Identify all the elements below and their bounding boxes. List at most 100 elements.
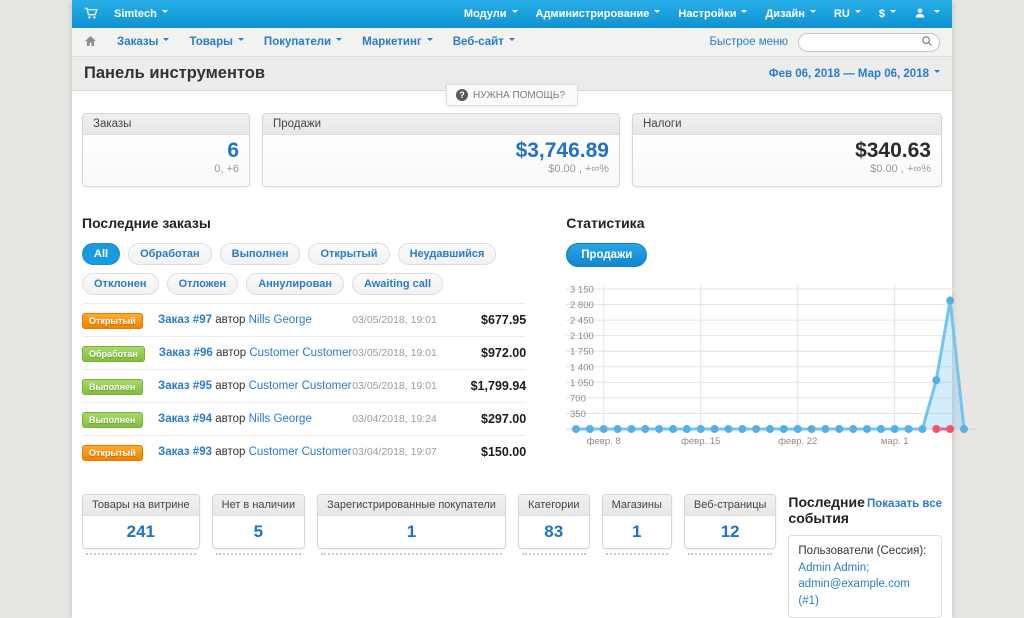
chevron-down-icon [161,10,168,16]
order-row: Выполнен Заказ #94 автор Nills George 03/0… [82,402,527,435]
home-icon[interactable] [84,35,97,50]
topbar-menu-language[interactable]: RU [834,8,861,20]
order-status-cell: Выполнен [82,377,144,395]
topbar-menu-label: Настройки [678,8,737,20]
summary-card-label: Налоги [633,114,941,135]
order-total: $150.00 [481,445,527,459]
mini-card-value: 5 [253,522,264,541]
date-range-picker[interactable]: Фев 06, 2018 — Мар 06, 2018 [769,68,940,80]
topbar-menu-settings[interactable]: Настройки [678,8,748,20]
cart-icon[interactable] [84,6,98,23]
order-description: Заказ #96 автор Customer Customer [158,347,353,359]
filter-failed[interactable]: Неудавшийся [397,243,497,265]
statistics-title: Статистика [566,215,645,231]
event-card: Пользователи (Сессия): Admin Admin; admi… [788,535,942,618]
customer-link[interactable]: Customer Customer [248,380,352,392]
nav-item-label: Товары [189,36,233,48]
customer-link[interactable]: Nills George [248,413,312,425]
nav-item-customers[interactable]: Покупатели [263,36,343,48]
svg-text:2 450: 2 450 [570,316,594,327]
topbar-menu-currency[interactable]: $ [879,8,896,20]
nav-bar: Заказы Товары Покупатели Маркетинг Веб-сайт … [72,28,952,57]
topbar-menu-administration[interactable]: Администрирование [536,8,661,20]
nav-item-label: Покупатели [263,36,332,48]
nav-item-website[interactable]: Веб-сайт [453,36,515,48]
order-link[interactable]: Заказ #97 [158,314,212,326]
order-link[interactable]: Заказ #95 [158,380,212,392]
filter-all[interactable]: All [82,243,121,265]
admin-app: Simtech Модули Администрирование Настройки… [72,0,977,618]
nav-item-label: Заказы [117,36,159,48]
status-badge: Обработан [82,346,145,362]
recent-events-section: Последние события Показать все Пользоват… [788,494,942,618]
svg-text:1 750: 1 750 [570,347,594,358]
brand-menu[interactable]: Simtech [114,8,168,20]
mini-card-value: 1 [632,522,642,541]
nav-right: Быстрое меню [709,32,940,52]
order-link[interactable]: Заказ #94 [158,413,212,425]
mini-card-label: Магазины [602,495,671,516]
order-link[interactable]: Заказ #93 [158,446,212,458]
nav-item-label: Веб-сайт [452,36,504,48]
topbar-menu-modules[interactable]: Модули [464,8,518,20]
recent-events-title: Последние события [788,494,865,526]
customer-link[interactable]: Customer Customer [249,347,353,359]
mini-card-label: Нет в наличии [212,495,305,516]
event-prefix: Пользователи (Сессия): [798,545,927,557]
top-bar-left: Simtech [84,6,168,23]
show-all-link[interactable]: Показать все [866,498,942,510]
summary-card-sales: Продажи $3,746.89 $0.00 , +∞% [262,113,620,187]
svg-text:1 400: 1 400 [570,362,594,373]
mini-card-value: 12 [720,522,740,541]
svg-text:350: 350 [570,409,586,420]
recent-orders-title: Последние заказы [82,215,211,231]
order-status-cell: Открытый [82,443,144,461]
order-link[interactable]: Заказ #96 [158,347,213,359]
nav-item-marketing[interactable]: Маркетинг [362,36,433,48]
need-help-tab[interactable]: ? НУЖНА ПОМОЩЬ? [445,84,579,106]
svg-text:2 100: 2 100 [570,331,594,342]
filter-complete[interactable]: Выполнен [219,243,301,265]
search-box [798,32,940,52]
order-row: Выполнен Заказ #95 автор Customer Custome… [82,369,527,402]
order-total: $972.00 [481,346,527,360]
quick-menu-link[interactable]: Быстрое меню [709,36,789,48]
order-row: Обработан Заказ #96 автор Customer Custom… [82,336,527,369]
user-menu[interactable] [914,7,940,22]
sales-tab-button[interactable]: Продажи [566,243,648,267]
summary-card-value: $3,746.89 [515,139,609,162]
filter-processed[interactable]: Обработан [128,243,212,265]
order-date: 03/04/2018, 19:24 [352,413,437,425]
order-row: Открытый Заказ #93 автор Customer Custome… [82,435,527,468]
topbar-menu-design[interactable]: Дизайн [765,8,816,20]
chevron-down-icon [508,38,515,44]
filter-awaiting-call[interactable]: Awaiting call [351,273,444,295]
search-icon[interactable] [921,35,933,50]
question-icon: ? [455,89,468,101]
order-total: $297.00 [481,412,527,426]
search-input[interactable] [805,35,921,49]
filter-backordered[interactable]: Отложен [166,273,239,295]
summary-card-orders: Заказы 6 0, +6 [82,113,250,187]
customer-link[interactable]: Customer Customer [248,446,352,458]
filter-cancelled[interactable]: Аннулирован [246,273,344,295]
date-range-label: Фев 06, 2018 — Мар 06, 2018 [768,67,929,80]
order-date: 03/05/2018, 19:01 [352,380,437,392]
order-description: Заказ #97 автор Nills George [158,314,312,326]
mini-card-label: Категории [518,495,589,516]
order-status-cell: Открытый [82,311,144,329]
customer-link[interactable]: Nills George [248,314,312,326]
nav-item-orders[interactable]: Заказы [117,36,170,48]
chevron-down-icon [654,10,661,16]
summary-card-taxes: Налоги $340.63 $0.00 , +∞% [632,113,942,187]
nav-item-products[interactable]: Товары [189,36,244,48]
topbar-menu-label: RU [833,8,850,20]
topbar-menu-label: Дизайн [765,8,805,20]
orders-list: Открытый Заказ #97 автор Nills George 03/0… [82,303,527,468]
event-link[interactable]: Admin Admin; admin@example.com (#1) [798,561,910,608]
svg-text:1 050: 1 050 [570,378,594,389]
top-bar: Simtech Модули Администрирование Настройки… [72,0,952,28]
brand-label: Simtech [114,8,157,20]
filter-declined[interactable]: Отклонен [82,273,159,295]
filter-open[interactable]: Открытый [308,243,390,265]
